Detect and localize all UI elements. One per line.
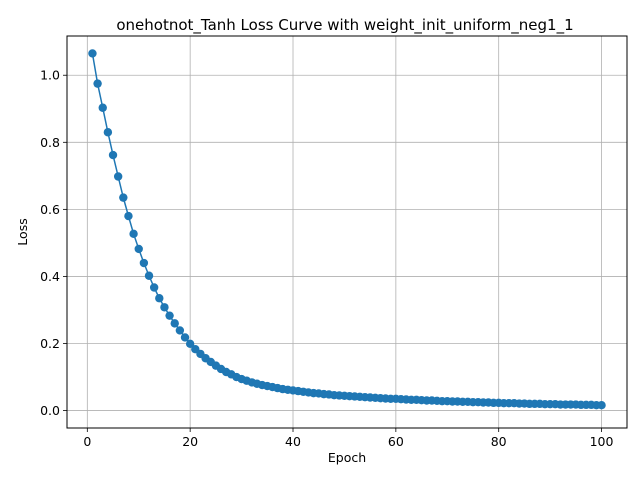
- data-point: [165, 311, 174, 320]
- grid-lines: [67, 36, 627, 428]
- data-point: [88, 49, 97, 58]
- y-tick-label: 0.8: [40, 135, 60, 150]
- x-axis-label: Epoch: [328, 450, 366, 465]
- data-point: [597, 401, 606, 410]
- x-tick-label: 100: [590, 434, 614, 449]
- y-tick-label: 0.2: [40, 336, 60, 351]
- data-point: [103, 128, 113, 137]
- data-point: [185, 339, 195, 349]
- x-tick-label: 0: [83, 434, 91, 449]
- data-point: [134, 244, 143, 254]
- data-point: [119, 193, 128, 202]
- data-point: [139, 258, 149, 268]
- x-axis-ticks: 0 20 40 60 80 100: [83, 428, 614, 449]
- y-axis-ticks: 0.0 0.2 0.4 0.6 0.8 1.0: [40, 68, 67, 418]
- y-tick-label: 0.0: [40, 403, 60, 418]
- y-axis-label: Loss: [15, 218, 30, 245]
- data-point: [155, 294, 164, 303]
- data-point: [149, 283, 159, 292]
- data-point: [160, 303, 169, 312]
- x-tick-label: 60: [388, 434, 404, 449]
- data-point: [93, 79, 102, 88]
- data-point: [175, 326, 185, 335]
- x-tick-label: 80: [491, 434, 507, 449]
- data-point: [98, 103, 107, 112]
- chart-title: onehotnot_Tanh Loss Curve with weight_in…: [116, 16, 573, 35]
- data-point: [180, 333, 190, 342]
- y-tick-label: 0.6: [40, 202, 60, 217]
- loss-series: [88, 49, 606, 410]
- plot-frame: [66, 35, 628, 429]
- data-point: [129, 229, 138, 239]
- data-point: [113, 172, 123, 181]
- y-tick-label: 1.0: [40, 68, 60, 83]
- data-point: [144, 271, 154, 280]
- data-point: [170, 319, 179, 328]
- y-tick-label: 0.4: [40, 269, 60, 284]
- data-point: [108, 150, 118, 160]
- data-point: [124, 211, 133, 221]
- x-tick-label: 20: [182, 434, 198, 449]
- x-tick-label: 40: [285, 434, 301, 449]
